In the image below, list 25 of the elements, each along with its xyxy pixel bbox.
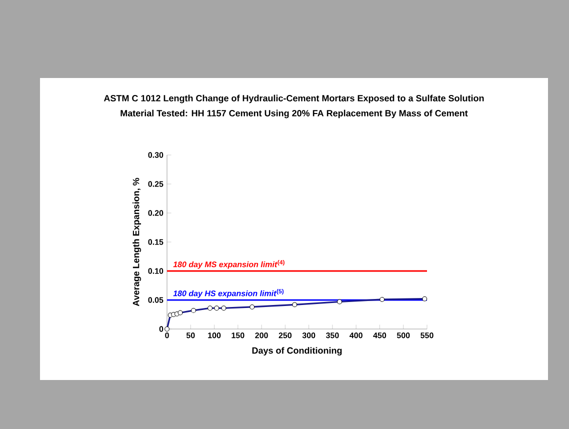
y-tick-label: 0.15: [148, 239, 164, 245]
y-tick-label: 0.05: [148, 297, 164, 303]
y-axis-title: Average Length Expansion, %: [132, 178, 142, 306]
y-tick-label: 0.20: [148, 210, 164, 216]
x-tick-label: 550: [420, 332, 434, 338]
y-tick-label: 0: [159, 326, 164, 332]
x-axis-title: Days of Conditioning: [252, 347, 342, 356]
x-tick-label: 300: [302, 332, 316, 338]
x-tick-label: 50: [186, 332, 195, 338]
chart-title: ASTM C 1012 Length Change of Hydraulic-Cement Mortars Exposed to a Sulfate Solution: [104, 94, 484, 104]
ref-line-label: 180 day MS expansion limit$^{(4)}$: [173, 260, 284, 269]
x-tick-label: 500: [396, 332, 410, 338]
y-tick-label: 0.30: [148, 152, 164, 158]
x-tick-label: 0: [165, 332, 169, 338]
x-tick-label: 450: [373, 332, 386, 338]
x-tick-label: 400: [350, 332, 362, 338]
x-tick-label: 100: [208, 332, 221, 338]
x-tick-label: 150: [232, 332, 244, 338]
y-tick-label: 0.25: [148, 181, 164, 187]
x-tick-label: 350: [326, 332, 339, 338]
ref-line-label: 180 day HS expansion limit$^{(5)}$: [173, 288, 284, 298]
y-tick-label: 0.10: [148, 268, 164, 274]
x-tick-label: 200: [255, 332, 268, 338]
x-tick-label: 250: [278, 332, 292, 338]
chart-subtitle: Material Tested: HH 1157 Cement Using 20% FA Replacement By Mass of Cement: [120, 110, 468, 118]
